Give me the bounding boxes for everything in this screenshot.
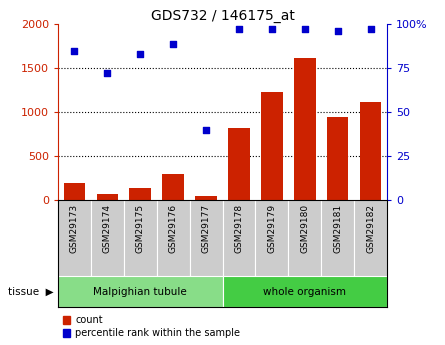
Point bbox=[334, 28, 341, 34]
Bar bbox=[327, 117, 348, 200]
Bar bbox=[58, 200, 91, 276]
Point bbox=[170, 41, 177, 46]
Bar bbox=[228, 128, 250, 200]
Point bbox=[367, 27, 374, 32]
Bar bbox=[58, 276, 222, 307]
Text: GSM29179: GSM29179 bbox=[267, 204, 276, 253]
Text: GSM29174: GSM29174 bbox=[103, 204, 112, 253]
Point bbox=[202, 127, 210, 132]
Text: tissue  ▶: tissue ▶ bbox=[8, 287, 53, 296]
Text: GSM29178: GSM29178 bbox=[235, 204, 243, 253]
Text: GSM29180: GSM29180 bbox=[300, 204, 309, 253]
Text: GSM29175: GSM29175 bbox=[136, 204, 145, 253]
Bar bbox=[91, 200, 124, 276]
Point bbox=[137, 51, 144, 57]
Text: GSM29181: GSM29181 bbox=[333, 204, 342, 253]
Bar bbox=[321, 200, 354, 276]
Bar bbox=[64, 184, 85, 200]
Legend: count, percentile rank within the sample: count, percentile rank within the sample bbox=[63, 315, 240, 338]
Point bbox=[235, 27, 243, 32]
Bar bbox=[222, 276, 387, 307]
Bar bbox=[162, 174, 184, 200]
Bar bbox=[360, 101, 381, 200]
Bar bbox=[354, 200, 387, 276]
Bar bbox=[157, 200, 190, 276]
Text: GSM29182: GSM29182 bbox=[366, 204, 375, 253]
Text: GSM29176: GSM29176 bbox=[169, 204, 178, 253]
Point bbox=[301, 27, 308, 32]
Bar bbox=[129, 188, 151, 200]
Bar bbox=[124, 200, 157, 276]
Bar bbox=[97, 194, 118, 200]
Bar bbox=[255, 200, 288, 276]
Bar bbox=[190, 200, 222, 276]
Bar bbox=[222, 200, 255, 276]
Point bbox=[71, 48, 78, 53]
Bar bbox=[195, 196, 217, 200]
Text: GSM29173: GSM29173 bbox=[70, 204, 79, 253]
Point bbox=[268, 27, 275, 32]
Text: whole organism: whole organism bbox=[263, 287, 346, 296]
Bar bbox=[261, 92, 283, 200]
Bar bbox=[288, 200, 321, 276]
Point bbox=[104, 71, 111, 76]
Text: GSM29177: GSM29177 bbox=[202, 204, 210, 253]
Text: Malpighian tubule: Malpighian tubule bbox=[93, 287, 187, 296]
Title: GDS732 / 146175_at: GDS732 / 146175_at bbox=[150, 9, 295, 23]
Bar bbox=[294, 58, 316, 200]
